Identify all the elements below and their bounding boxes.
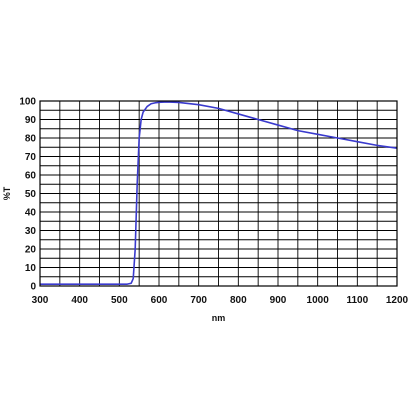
x-tick-label: 600 <box>151 295 168 306</box>
x-tick-label: 1100 <box>346 295 368 306</box>
x-tick-label: 900 <box>270 295 287 306</box>
y-tick-label: 40 <box>25 208 37 219</box>
y-tick-label: 50 <box>25 189 37 200</box>
y-tick-label: 10 <box>25 263 37 274</box>
x-tick-label: 1200 <box>386 295 409 306</box>
y-tick-label: 100 <box>19 97 36 108</box>
x-tick-label: 300 <box>32 295 49 306</box>
plot-frame <box>39 100 398 287</box>
y-tick-label: 0 <box>30 282 36 293</box>
x-axis-title: nm <box>212 313 226 323</box>
x-tick-label: 700 <box>190 295 207 306</box>
series-lines <box>40 101 398 285</box>
x-tick-label: 1000 <box>307 295 330 306</box>
y-tick-label: 70 <box>25 152 37 163</box>
x-tick-label: 400 <box>71 295 88 306</box>
x-tick-label: 500 <box>111 295 128 306</box>
y-tick-label: 30 <box>25 226 37 237</box>
y-tick-label: 90 <box>25 115 37 126</box>
y-tick-label: 60 <box>25 171 37 182</box>
y-axis-title: %T <box>2 186 12 200</box>
x-tick-label: 800 <box>230 295 247 306</box>
transmission-line <box>40 101 398 285</box>
grid <box>39 100 398 287</box>
y-tick-label: 80 <box>25 134 37 145</box>
y-tick-label: 20 <box>25 245 37 256</box>
tick-labels: 300 400 500 600 700 800 900 1000 1100 1200 0 10 20 30… <box>19 97 408 307</box>
